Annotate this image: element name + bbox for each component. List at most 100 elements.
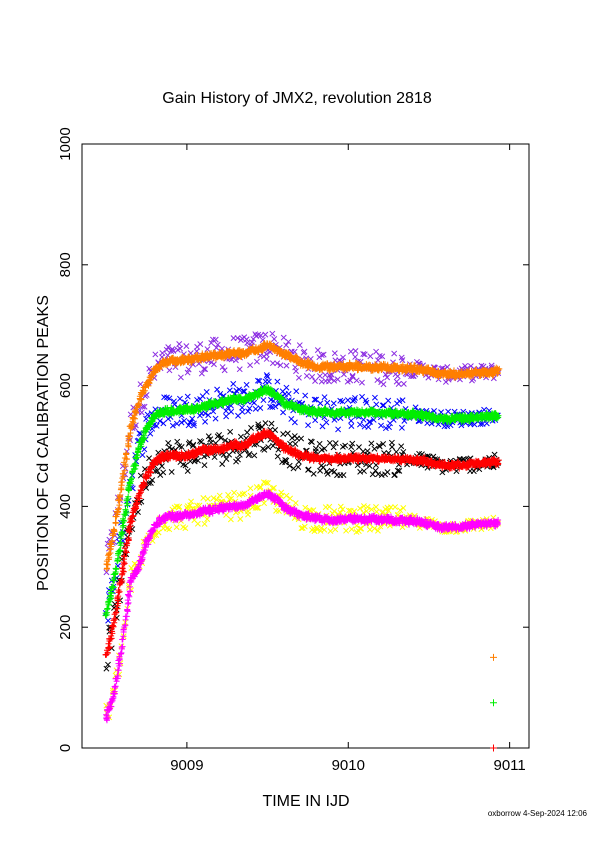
data-point	[445, 408, 452, 415]
data-point	[327, 528, 334, 535]
data-point	[226, 387, 233, 394]
data-point	[263, 356, 270, 362]
data-point	[324, 399, 331, 406]
data-point	[491, 451, 498, 458]
data-point	[157, 418, 163, 425]
data-point	[243, 381, 250, 388]
data-point	[280, 431, 287, 438]
data-point	[194, 520, 201, 527]
data-point	[274, 453, 281, 460]
data-point	[160, 420, 167, 427]
data-point	[314, 526, 321, 533]
profile-series-0	[103, 340, 503, 573]
data-point	[378, 422, 384, 429]
data-point	[352, 347, 359, 354]
data-point	[358, 525, 365, 532]
data-point	[373, 401, 380, 408]
data-point	[109, 537, 116, 544]
data-point	[340, 472, 347, 478]
data-point	[165, 344, 172, 351]
data-point	[400, 448, 407, 455]
data-point	[302, 392, 309, 399]
data-point	[219, 364, 226, 371]
data-point	[399, 397, 406, 404]
data-point	[400, 505, 407, 511]
data-point	[104, 561, 111, 568]
data-point	[314, 347, 321, 354]
data-point	[200, 495, 207, 501]
data-point	[255, 504, 262, 511]
data-point	[372, 467, 379, 474]
data-point	[321, 394, 328, 401]
data-point	[257, 483, 264, 490]
data-point	[373, 508, 380, 515]
data-point	[210, 495, 217, 502]
data-point	[228, 495, 235, 502]
data-point	[198, 370, 205, 377]
data-point	[348, 526, 355, 533]
data-point	[264, 373, 271, 380]
data-point	[149, 477, 156, 484]
data-point	[371, 445, 378, 452]
data-point	[369, 471, 376, 478]
data-point	[287, 495, 294, 502]
data-point	[239, 408, 246, 415]
chart-title: Gain History of JMX2, revolution 2818	[162, 90, 432, 107]
y-tick-label: 200	[57, 615, 74, 640]
data-point	[379, 353, 386, 360]
data-point	[298, 435, 305, 442]
data-point	[251, 452, 258, 459]
data-point	[201, 520, 208, 527]
data-point	[270, 442, 277, 449]
data-point	[202, 418, 209, 425]
data-point	[271, 336, 278, 342]
data-point	[368, 506, 375, 513]
data-point	[116, 494, 123, 501]
data-point	[391, 350, 398, 357]
data-point	[176, 341, 183, 347]
data-point	[371, 525, 378, 532]
data-point	[342, 442, 349, 449]
data-point	[396, 467, 403, 474]
data-point	[182, 462, 189, 469]
data-point	[275, 508, 282, 514]
data-point	[331, 377, 338, 384]
data-point	[326, 503, 333, 510]
data-point	[262, 420, 269, 427]
data-point	[177, 395, 183, 402]
data-point	[392, 504, 399, 511]
data-point	[285, 338, 292, 345]
data-point	[236, 386, 243, 393]
data-point	[257, 332, 264, 339]
data-point	[257, 405, 264, 411]
data-point	[246, 405, 253, 412]
data-point	[245, 408, 251, 415]
data-point	[326, 378, 332, 385]
data-point	[394, 467, 401, 474]
data-point	[352, 354, 359, 360]
data-point	[298, 525, 305, 532]
data-point	[205, 412, 212, 419]
data-point	[114, 506, 121, 513]
data-point	[120, 470, 127, 477]
data-point	[367, 418, 374, 425]
data-point	[316, 440, 323, 447]
data-point	[260, 397, 267, 404]
data-point	[244, 339, 251, 346]
data-point	[332, 526, 339, 533]
data-point	[339, 506, 346, 513]
data-point	[139, 452, 146, 459]
data-point	[366, 526, 373, 533]
data-point	[302, 504, 309, 511]
data-point	[110, 526, 117, 533]
data-point	[208, 339, 215, 346]
data-point	[428, 420, 435, 427]
data-point	[225, 491, 232, 498]
data-point	[364, 448, 371, 455]
data-point	[477, 421, 484, 428]
data-point	[236, 366, 243, 373]
data-point	[274, 360, 281, 367]
data-point	[241, 388, 248, 395]
data-point	[247, 362, 254, 369]
